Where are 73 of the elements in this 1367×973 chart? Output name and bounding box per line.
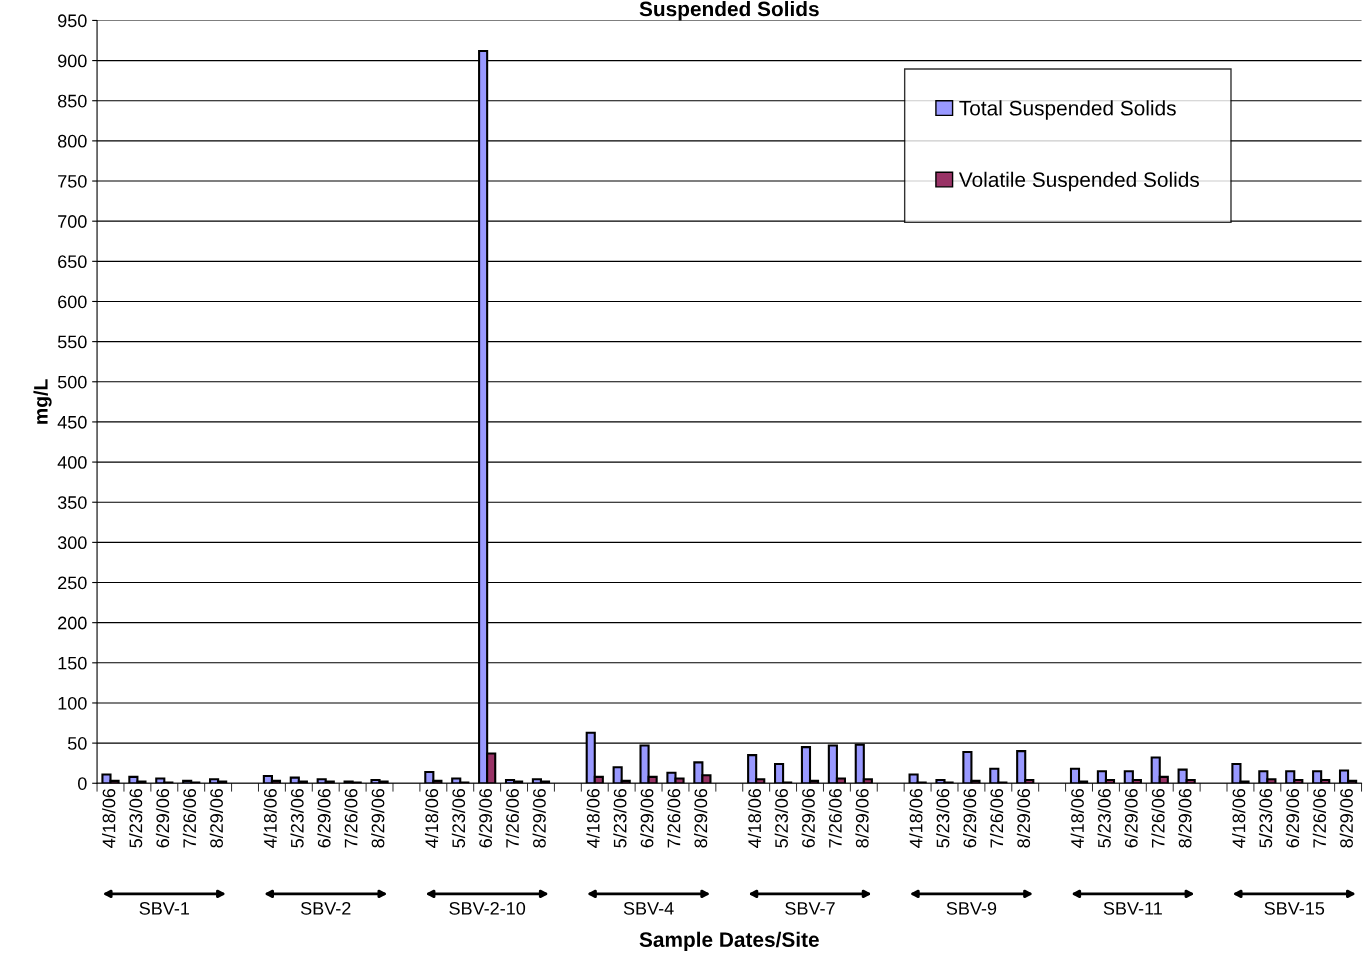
y-tick-label: 750 [58, 174, 87, 188]
text: SBV-11 [1103, 901, 1162, 915]
x-tick-label: 7/26/06 [989, 788, 1004, 848]
x-tick-label: 5/23/06 [613, 788, 627, 848]
x-tick-label: 5/23/06 [774, 788, 788, 848]
x-tick-label: 7/26/06 [828, 788, 842, 848]
x-tick-label: 6/29/06 [1124, 788, 1138, 848]
text: SBV-4 [623, 901, 674, 915]
chart-title: Suspended Solids [639, 1, 819, 21]
text: SBV-7 [785, 901, 835, 915]
y-tick-label: 850 [58, 94, 87, 108]
text: SBV-1 [139, 901, 190, 915]
x-tick-label: 4/18/06 [1070, 788, 1084, 848]
y-tick-label: 500 [57, 375, 87, 389]
text: SBV-9 [946, 901, 997, 915]
y-tick-label: 950 [58, 14, 87, 28]
y-tick-label: 400 [57, 456, 87, 469]
y-tick-label: 0 [78, 777, 87, 790]
y-tick-label: 600 [58, 295, 87, 309]
y-tick-label: 100 [58, 696, 87, 710]
text: SBV-15 [1264, 901, 1325, 915]
x-tick-label: 7/26/06 [1151, 788, 1165, 848]
y-tick-label: 700 [58, 215, 87, 228]
x-tick-label: 7/26/06 [182, 788, 197, 848]
y-tick-label: 450 [57, 415, 87, 429]
x-axis-title: Sample Dates/Site [639, 931, 819, 952]
x-tick-label: 5/23/06 [129, 788, 143, 848]
x-tick-label: 8/29/06 [1178, 788, 1192, 848]
x-tick-label: 7/26/06 [505, 788, 519, 848]
y-tick-label: 800 [58, 134, 87, 148]
x-tick-label: 4/18/06 [747, 788, 762, 848]
x-tick-label: 8/29/06 [693, 788, 708, 848]
x-tick-label: 5/23/06 [936, 788, 950, 848]
x-tick-label: 6/29/06 [640, 788, 654, 848]
x-tick-label: 4/18/06 [424, 788, 439, 848]
text: SBV-2-10 [449, 901, 526, 915]
x-tick-label: 5/23/06 [1097, 788, 1111, 848]
x-tick-label: 5/23/06 [451, 788, 466, 848]
x-tick-label: 5/23/06 [290, 788, 304, 848]
y-tick-label: 200 [58, 616, 87, 630]
y-tick-label: 900 [58, 54, 87, 68]
legend-label: Total Suspended Solids [959, 100, 1176, 120]
x-tick-label: 7/26/06 [667, 788, 681, 848]
x-tick-label: 7/26/06 [344, 788, 358, 848]
y-tick-label: 150 [58, 656, 87, 670]
x-tick-label: 6/29/06 [155, 788, 170, 848]
x-tick-label: 6/29/06 [1285, 788, 1300, 848]
x-tick-label: 8/29/06 [855, 788, 869, 848]
x-tick-label: 8/29/06 [1016, 788, 1031, 848]
x-tick-label: 4/18/06 [102, 788, 116, 848]
x-tick-label: 8/29/06 [532, 788, 546, 848]
x-tick-label: 6/29/06 [478, 788, 493, 848]
y-tick-label: 250 [58, 576, 87, 590]
x-tick-label: 8/29/06 [371, 788, 385, 848]
x-tick-label: 5/23/06 [1258, 788, 1273, 848]
y-tick-label: 650 [58, 255, 87, 269]
x-tick-label: 6/29/06 [801, 788, 815, 848]
x-tick-label: 4/18/06 [1232, 788, 1246, 848]
text: SBV-2 [300, 901, 351, 915]
x-tick-label: 6/29/06 [317, 788, 331, 848]
x-tick-label: 4/18/06 [909, 788, 923, 848]
y-tick-label: 300 [57, 536, 87, 550]
x-tick-label: 8/29/06 [1339, 788, 1353, 848]
x-tick-label: 8/29/06 [209, 788, 223, 848]
x-tick-label: 6/29/06 [963, 788, 977, 848]
y-tick-label: 50 [67, 737, 87, 750]
y-tick-label: 550 [57, 335, 87, 349]
x-tick-label: 4/18/06 [263, 788, 277, 848]
legend-label: Volatile Suspended Solids [958, 171, 1199, 192]
y-tick-label: 350 [57, 496, 87, 509]
y-axis-title: mg/L [33, 379, 52, 424]
x-tick-label: 4/18/06 [586, 788, 600, 848]
x-tick-label: 7/26/06 [1312, 788, 1327, 848]
